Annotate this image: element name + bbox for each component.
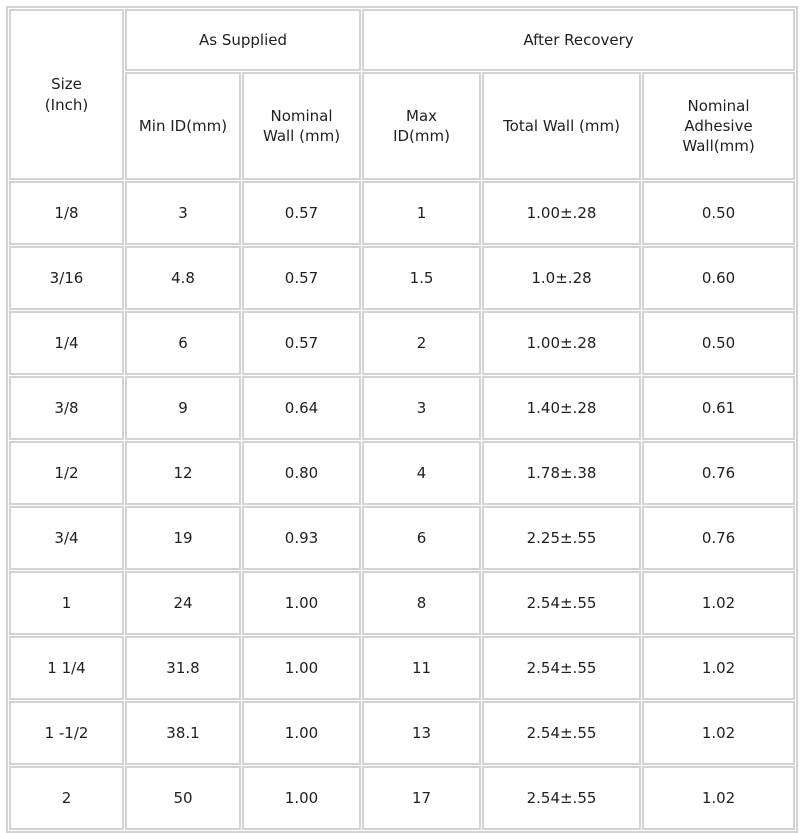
table-row: 1 -1/2 38.1 1.00 13 2.54±.55 1.02 xyxy=(9,701,796,765)
nominal-wall-cell: 1.00 xyxy=(242,701,362,765)
nominal-wall-cell: 1.00 xyxy=(242,636,362,700)
header-col-min-id: Min ID(mm) xyxy=(125,72,241,180)
total-wall-cell: 1.00±.28 xyxy=(482,311,642,375)
max-id-cell: 4 xyxy=(362,441,482,505)
min-id-cell: 38.1 xyxy=(125,701,241,765)
header-col-total-wall-line: Total Wall (mm) xyxy=(503,116,620,135)
nominal-wall-cell: 0.93 xyxy=(242,506,362,570)
nominal-wall-cell: 1.00 xyxy=(242,571,362,635)
table-row: 1 1/4 31.8 1.00 11 2.54±.55 1.02 xyxy=(9,636,796,700)
max-id-cell: 8 xyxy=(362,571,482,635)
nominal-wall-cell: 0.57 xyxy=(242,181,362,245)
table-row: 1 24 1.00 8 2.54±.55 1.02 xyxy=(9,571,796,635)
size-cell: 1 -1/2 xyxy=(9,701,124,765)
header-col-adhesive-wall: Nominal Adhesive Wall(mm) xyxy=(642,72,796,180)
min-id-cell: 9 xyxy=(125,376,241,440)
header-col-adhesive-wall-line3: Wall(mm) xyxy=(682,137,755,156)
header-group-as-supplied: As Supplied xyxy=(125,9,362,71)
header-col-adhesive-wall-line1: Nominal xyxy=(687,96,750,115)
adhesive-wall-cell: 0.76 xyxy=(642,441,796,505)
header-size-line1: Size xyxy=(51,75,82,94)
header-sub-row: Min ID(mm) Nominal Wall (mm) Max ID(mm) … xyxy=(9,72,796,180)
size-cell: 3/4 xyxy=(9,506,124,570)
max-id-cell: 1.5 xyxy=(362,246,482,310)
min-id-cell: 4.8 xyxy=(125,246,241,310)
min-id-cell: 6 xyxy=(125,311,241,375)
size-cell: 3/8 xyxy=(9,376,124,440)
nominal-wall-cell: 0.80 xyxy=(242,441,362,505)
nominal-wall-cell: 0.64 xyxy=(242,376,362,440)
table-row: 1/8 3 0.57 1 1.00±.28 0.50 xyxy=(9,181,796,245)
header-col-max-id-line1: Max xyxy=(406,106,438,125)
spec-table: Size (Inch) As Supplied After Recovery M… xyxy=(6,6,799,833)
size-cell: 1/2 xyxy=(9,441,124,505)
header-col-adhesive-wall-line2: Adhesive xyxy=(684,116,753,135)
header-col-nominal-wall-line1: Nominal xyxy=(270,106,333,125)
table-row: 2 50 1.00 17 2.54±.55 1.02 xyxy=(9,766,796,830)
max-id-cell: 1 xyxy=(362,181,482,245)
header-group-row: Size (Inch) As Supplied After Recovery xyxy=(9,9,796,180)
max-id-cell: 3 xyxy=(362,376,482,440)
total-wall-cell: 2.54±.55 xyxy=(482,636,642,700)
header-col-nominal-wall-line2: Wall (mm) xyxy=(262,127,341,145)
nominal-wall-cell: 1.00 xyxy=(242,766,362,830)
total-wall-cell: 2.54±.55 xyxy=(482,766,642,830)
min-id-cell: 12 xyxy=(125,441,241,505)
size-cell: 2 xyxy=(9,766,124,830)
table-row: 3/16 4.8 0.57 1.5 1.0±.28 0.60 xyxy=(9,246,796,310)
total-wall-cell: 2.25±.55 xyxy=(482,506,642,570)
header-size-cell: Size (Inch) xyxy=(9,9,124,180)
adhesive-wall-cell: 0.50 xyxy=(642,311,796,375)
header-col-total-wall: Total Wall (mm) xyxy=(482,72,642,180)
adhesive-wall-cell: 0.76 xyxy=(642,506,796,570)
adhesive-wall-cell: 0.50 xyxy=(642,181,796,245)
total-wall-cell: 2.54±.55 xyxy=(482,701,642,765)
adhesive-wall-cell: 1.02 xyxy=(642,701,796,765)
table-row: 1/2 12 0.80 4 1.78±.38 0.76 xyxy=(9,441,796,505)
max-id-cell: 17 xyxy=(362,766,482,830)
max-id-cell: 13 xyxy=(362,701,482,765)
table-row: 3/4 19 0.93 6 2.25±.55 0.76 xyxy=(9,506,796,570)
size-cell: 1 1/4 xyxy=(9,636,124,700)
adhesive-wall-cell: 1.02 xyxy=(642,636,796,700)
min-id-cell: 31.8 xyxy=(125,636,241,700)
table-row: 3/8 9 0.64 3 1.40±.28 0.61 xyxy=(9,376,796,440)
total-wall-cell: 1.40±.28 xyxy=(482,376,642,440)
size-cell: 3/16 xyxy=(9,246,124,310)
header-group-after-recovery: After Recovery xyxy=(362,9,796,71)
max-id-cell: 11 xyxy=(362,636,482,700)
adhesive-wall-cell: 1.02 xyxy=(642,571,796,635)
header-col-nominal-wall: Nominal Wall (mm) xyxy=(242,72,362,180)
header-size-line2: (Inch) xyxy=(44,95,89,114)
min-id-cell: 19 xyxy=(125,506,241,570)
total-wall-cell: 1.78±.38 xyxy=(482,441,642,505)
nominal-wall-cell: 0.57 xyxy=(242,246,362,310)
size-cell: 1/4 xyxy=(9,311,124,375)
adhesive-wall-cell: 0.61 xyxy=(642,376,796,440)
total-wall-cell: 1.00±.28 xyxy=(482,181,642,245)
min-id-cell: 50 xyxy=(125,766,241,830)
adhesive-wall-cell: 1.02 xyxy=(642,766,796,830)
adhesive-wall-cell: 0.60 xyxy=(642,246,796,310)
total-wall-cell: 2.54±.55 xyxy=(482,571,642,635)
header-col-max-id-line2: ID(mm) xyxy=(393,127,450,145)
header-col-max-id: Max ID(mm) xyxy=(362,72,482,180)
max-id-cell: 6 xyxy=(362,506,482,570)
nominal-wall-cell: 0.57 xyxy=(242,311,362,375)
size-cell: 1 xyxy=(9,571,124,635)
min-id-cell: 3 xyxy=(125,181,241,245)
max-id-cell: 2 xyxy=(362,311,482,375)
total-wall-cell: 1.0±.28 xyxy=(482,246,642,310)
size-cell: 1/8 xyxy=(9,181,124,245)
header-col-min-id-line: Min ID(mm) xyxy=(138,116,228,135)
table-row: 1/4 6 0.57 2 1.00±.28 0.50 xyxy=(9,311,796,375)
min-id-cell: 24 xyxy=(125,571,241,635)
